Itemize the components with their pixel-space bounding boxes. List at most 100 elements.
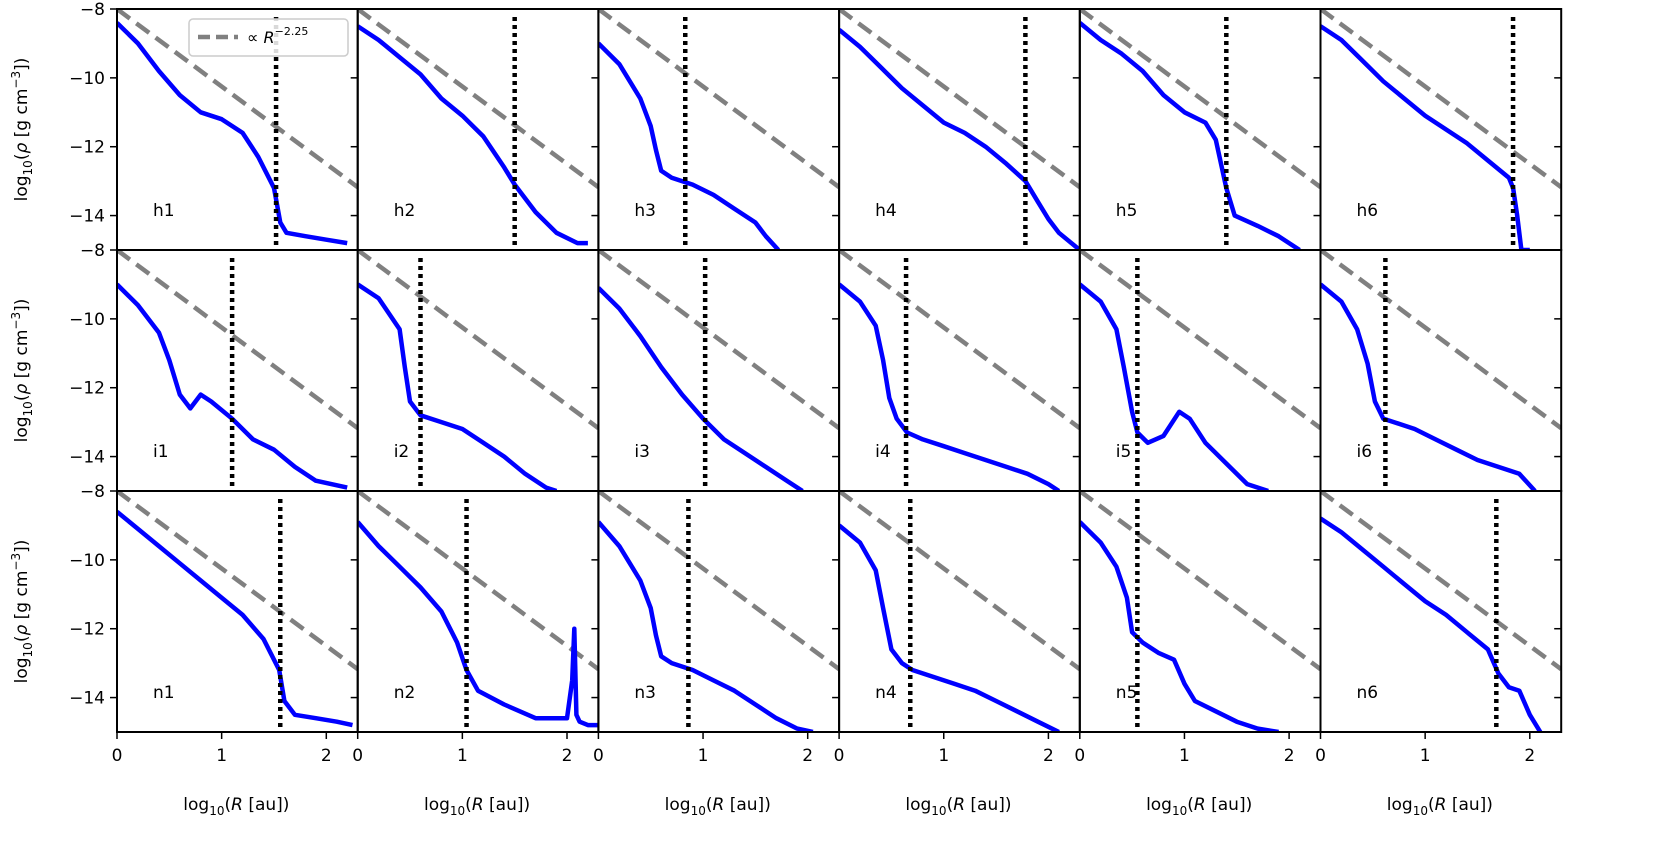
panel-h5: h5 <box>1078 8 1322 251</box>
panel-label-i4: i4 <box>875 442 891 462</box>
ytick-label: −14 <box>69 448 105 468</box>
density-curve-n4 <box>839 523 1060 732</box>
xtick-label: 0 <box>1074 746 1085 766</box>
density-curve-n6 <box>1320 516 1543 732</box>
panel-n2: n2 0 1 2 log10(R [au]) <box>352 490 600 818</box>
density-curve-n1 <box>117 509 353 728</box>
panel-h6: h6 <box>1319 8 1563 251</box>
reference-line-n1 <box>117 491 358 671</box>
xtick-label: 2 <box>321 746 332 766</box>
panel-i1: i1 −14 −12 −10 −8 log10(ρ [g cm−3]) <box>9 241 359 492</box>
xtick-label: 0 <box>593 746 604 766</box>
panel-label-h4: h4 <box>875 201 897 221</box>
xtick-label: 1 <box>1420 746 1431 766</box>
panel-label-n6: n6 <box>1357 683 1379 703</box>
panel-h4: h4 <box>838 8 1081 251</box>
density-curve-h2 <box>357 24 588 246</box>
panel-label-n3: n3 <box>634 683 656 703</box>
reference-line-h5 <box>1079 9 1321 189</box>
density-curve-n5 <box>1079 520 1279 732</box>
xtick-label: 0 <box>112 746 123 766</box>
ytick-label: −10 <box>69 551 105 571</box>
panel-label-n2: n2 <box>394 683 416 703</box>
density-curve-i1 <box>117 282 348 490</box>
legend-box <box>188 18 349 57</box>
panel-h1: h1 −14 −12 −10 −8 log10(ρ [g cm−3]) ∝ R−2.25 <box>9 0 359 251</box>
panel-n5: n5 0 1 2 log10(R [au]) <box>1074 490 1322 818</box>
xtick-label: 2 <box>1043 746 1054 766</box>
panel-i3: i3 <box>597 249 841 492</box>
reference-line-h3 <box>598 9 840 189</box>
density-curve-h4 <box>839 27 1080 250</box>
panel-i6: i6 <box>1319 249 1563 492</box>
density-curve-n3 <box>598 520 814 732</box>
x-axis-title: log10(R [au]) <box>905 795 1011 818</box>
reference-line-i4 <box>839 250 1080 430</box>
reference-line-i1 <box>117 250 358 430</box>
panel-label-i1: i1 <box>153 442 169 462</box>
xtick-label: 1 <box>457 746 468 766</box>
panel-h3: h3 <box>597 8 841 251</box>
panel-i2: i2 <box>356 249 600 492</box>
y-axis-title: log10(ρ [g cm−3]) <box>9 540 35 684</box>
panel-label-h1: h1 <box>153 201 175 221</box>
y-axis-title: log10(ρ [g cm−3]) <box>9 299 35 443</box>
reference-line-n5 <box>1079 491 1321 671</box>
density-curve-h1 <box>117 21 348 246</box>
panel-n4: n4 0 1 2 log10(R [au]) <box>834 490 1081 818</box>
panel-label-i3: i3 <box>634 442 650 462</box>
density-curve-n2 <box>357 520 599 728</box>
xtick-label: 0 <box>352 746 363 766</box>
ytick-label: −14 <box>69 207 105 227</box>
reference-line-n4 <box>839 491 1080 671</box>
reference-line-i5 <box>1079 250 1321 430</box>
panel-label-n5: n5 <box>1116 683 1138 703</box>
reference-line-h4 <box>839 9 1080 189</box>
reference-line-i6 <box>1320 250 1562 430</box>
xtick-label: 2 <box>1284 746 1295 766</box>
ytick-label: −12 <box>69 138 105 158</box>
density-curve-i4 <box>839 282 1061 491</box>
ytick-label: −14 <box>69 689 105 709</box>
y-axis-title: log10(ρ [g cm−3]) <box>9 58 35 202</box>
reference-line-i3 <box>598 250 840 430</box>
x-axis-title: log10(R [au]) <box>665 795 771 818</box>
panel-label-i5: i5 <box>1116 442 1132 462</box>
x-axis-title: log10(R [au]) <box>424 795 530 818</box>
panel-i4: i4 <box>838 249 1081 492</box>
xtick-label: 2 <box>1524 746 1535 766</box>
reference-line-h2 <box>357 9 599 189</box>
panel-label-h3: h3 <box>634 201 656 221</box>
xtick-label: 1 <box>216 746 227 766</box>
panel-n1: n1 0 1 2 log10(R [au]) −14 −12 −10 −8 log10(ρ [g … <box>9 482 359 818</box>
x-axis-title: log10(R [au]) <box>1387 795 1493 818</box>
ytick-label: −8 <box>80 0 105 20</box>
panel-label-i6: i6 <box>1357 442 1373 462</box>
xtick-label: 0 <box>1315 746 1326 766</box>
x-axis-title: log10(R [au]) <box>1146 795 1252 818</box>
ytick-label: −12 <box>69 620 105 640</box>
density-curve-h3 <box>598 41 781 250</box>
panel-label-n4: n4 <box>875 683 897 703</box>
density-curve-i2 <box>357 282 558 491</box>
panel-label-h2: h2 <box>394 201 416 221</box>
panel-frame-n6 <box>1319 490 1563 733</box>
xtick-label: 1 <box>698 746 709 766</box>
reference-line-n2 <box>357 491 599 671</box>
density-curve-i5 <box>1079 282 1269 491</box>
panel-label-h6: h6 <box>1357 201 1379 221</box>
xtick-label: 2 <box>562 746 573 766</box>
panel-n6: n6 0 1 2 log10(R [au]) <box>1315 490 1563 818</box>
legend: ∝ R−2.25 <box>188 18 349 57</box>
density-curve-i3 <box>598 286 804 491</box>
panel-label-h5: h5 <box>1116 201 1138 221</box>
reference-line-n6 <box>1320 491 1562 671</box>
panel-label-i2: i2 <box>394 442 410 462</box>
xtick-label: 1 <box>1179 746 1190 766</box>
panel-label-n1: n1 <box>153 683 175 703</box>
reference-line-h6 <box>1320 9 1562 189</box>
panel-h2: h2 <box>356 8 600 251</box>
panel-i5: i5 <box>1078 249 1322 492</box>
density-curve-h5 <box>1079 21 1301 250</box>
